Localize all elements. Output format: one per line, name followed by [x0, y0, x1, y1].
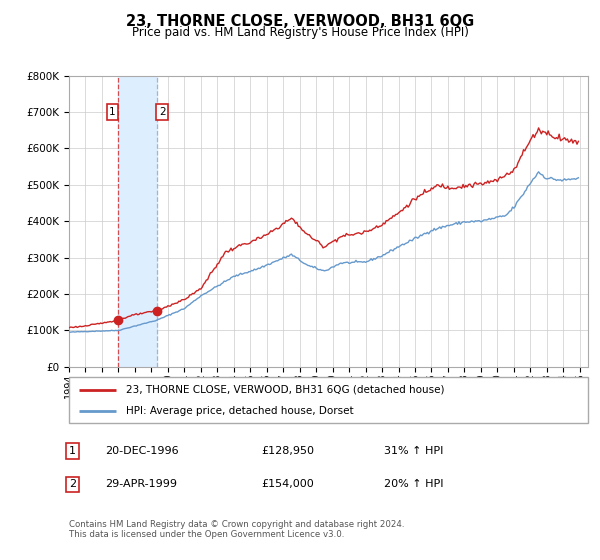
- Text: 1: 1: [69, 446, 76, 456]
- Text: 23, THORNE CLOSE, VERWOOD, BH31 6QG: 23, THORNE CLOSE, VERWOOD, BH31 6QG: [126, 14, 474, 29]
- Bar: [69, 76, 118, 367]
- Text: 20% ↑ HPI: 20% ↑ HPI: [384, 479, 443, 489]
- Text: 20-DEC-1996: 20-DEC-1996: [105, 446, 179, 456]
- Text: Contains HM Land Registry data © Crown copyright and database right 2024.
This d: Contains HM Land Registry data © Crown c…: [69, 520, 404, 539]
- Text: 23, THORNE CLOSE, VERWOOD, BH31 6QG (detached house): 23, THORNE CLOSE, VERWOOD, BH31 6QG (det…: [126, 385, 445, 395]
- Text: 2: 2: [159, 107, 166, 117]
- Text: HPI: Average price, detached house, Dorset: HPI: Average price, detached house, Dors…: [126, 407, 354, 416]
- Text: 31% ↑ HPI: 31% ↑ HPI: [384, 446, 443, 456]
- Bar: [572, 76, 588, 367]
- Text: 1: 1: [109, 107, 116, 117]
- Text: Price paid vs. HM Land Registry's House Price Index (HPI): Price paid vs. HM Land Registry's House …: [131, 26, 469, 39]
- Text: £154,000: £154,000: [261, 479, 314, 489]
- Bar: [118, 76, 157, 367]
- Text: £128,950: £128,950: [261, 446, 314, 456]
- Text: 2: 2: [69, 479, 76, 489]
- Text: 29-APR-1999: 29-APR-1999: [105, 479, 177, 489]
